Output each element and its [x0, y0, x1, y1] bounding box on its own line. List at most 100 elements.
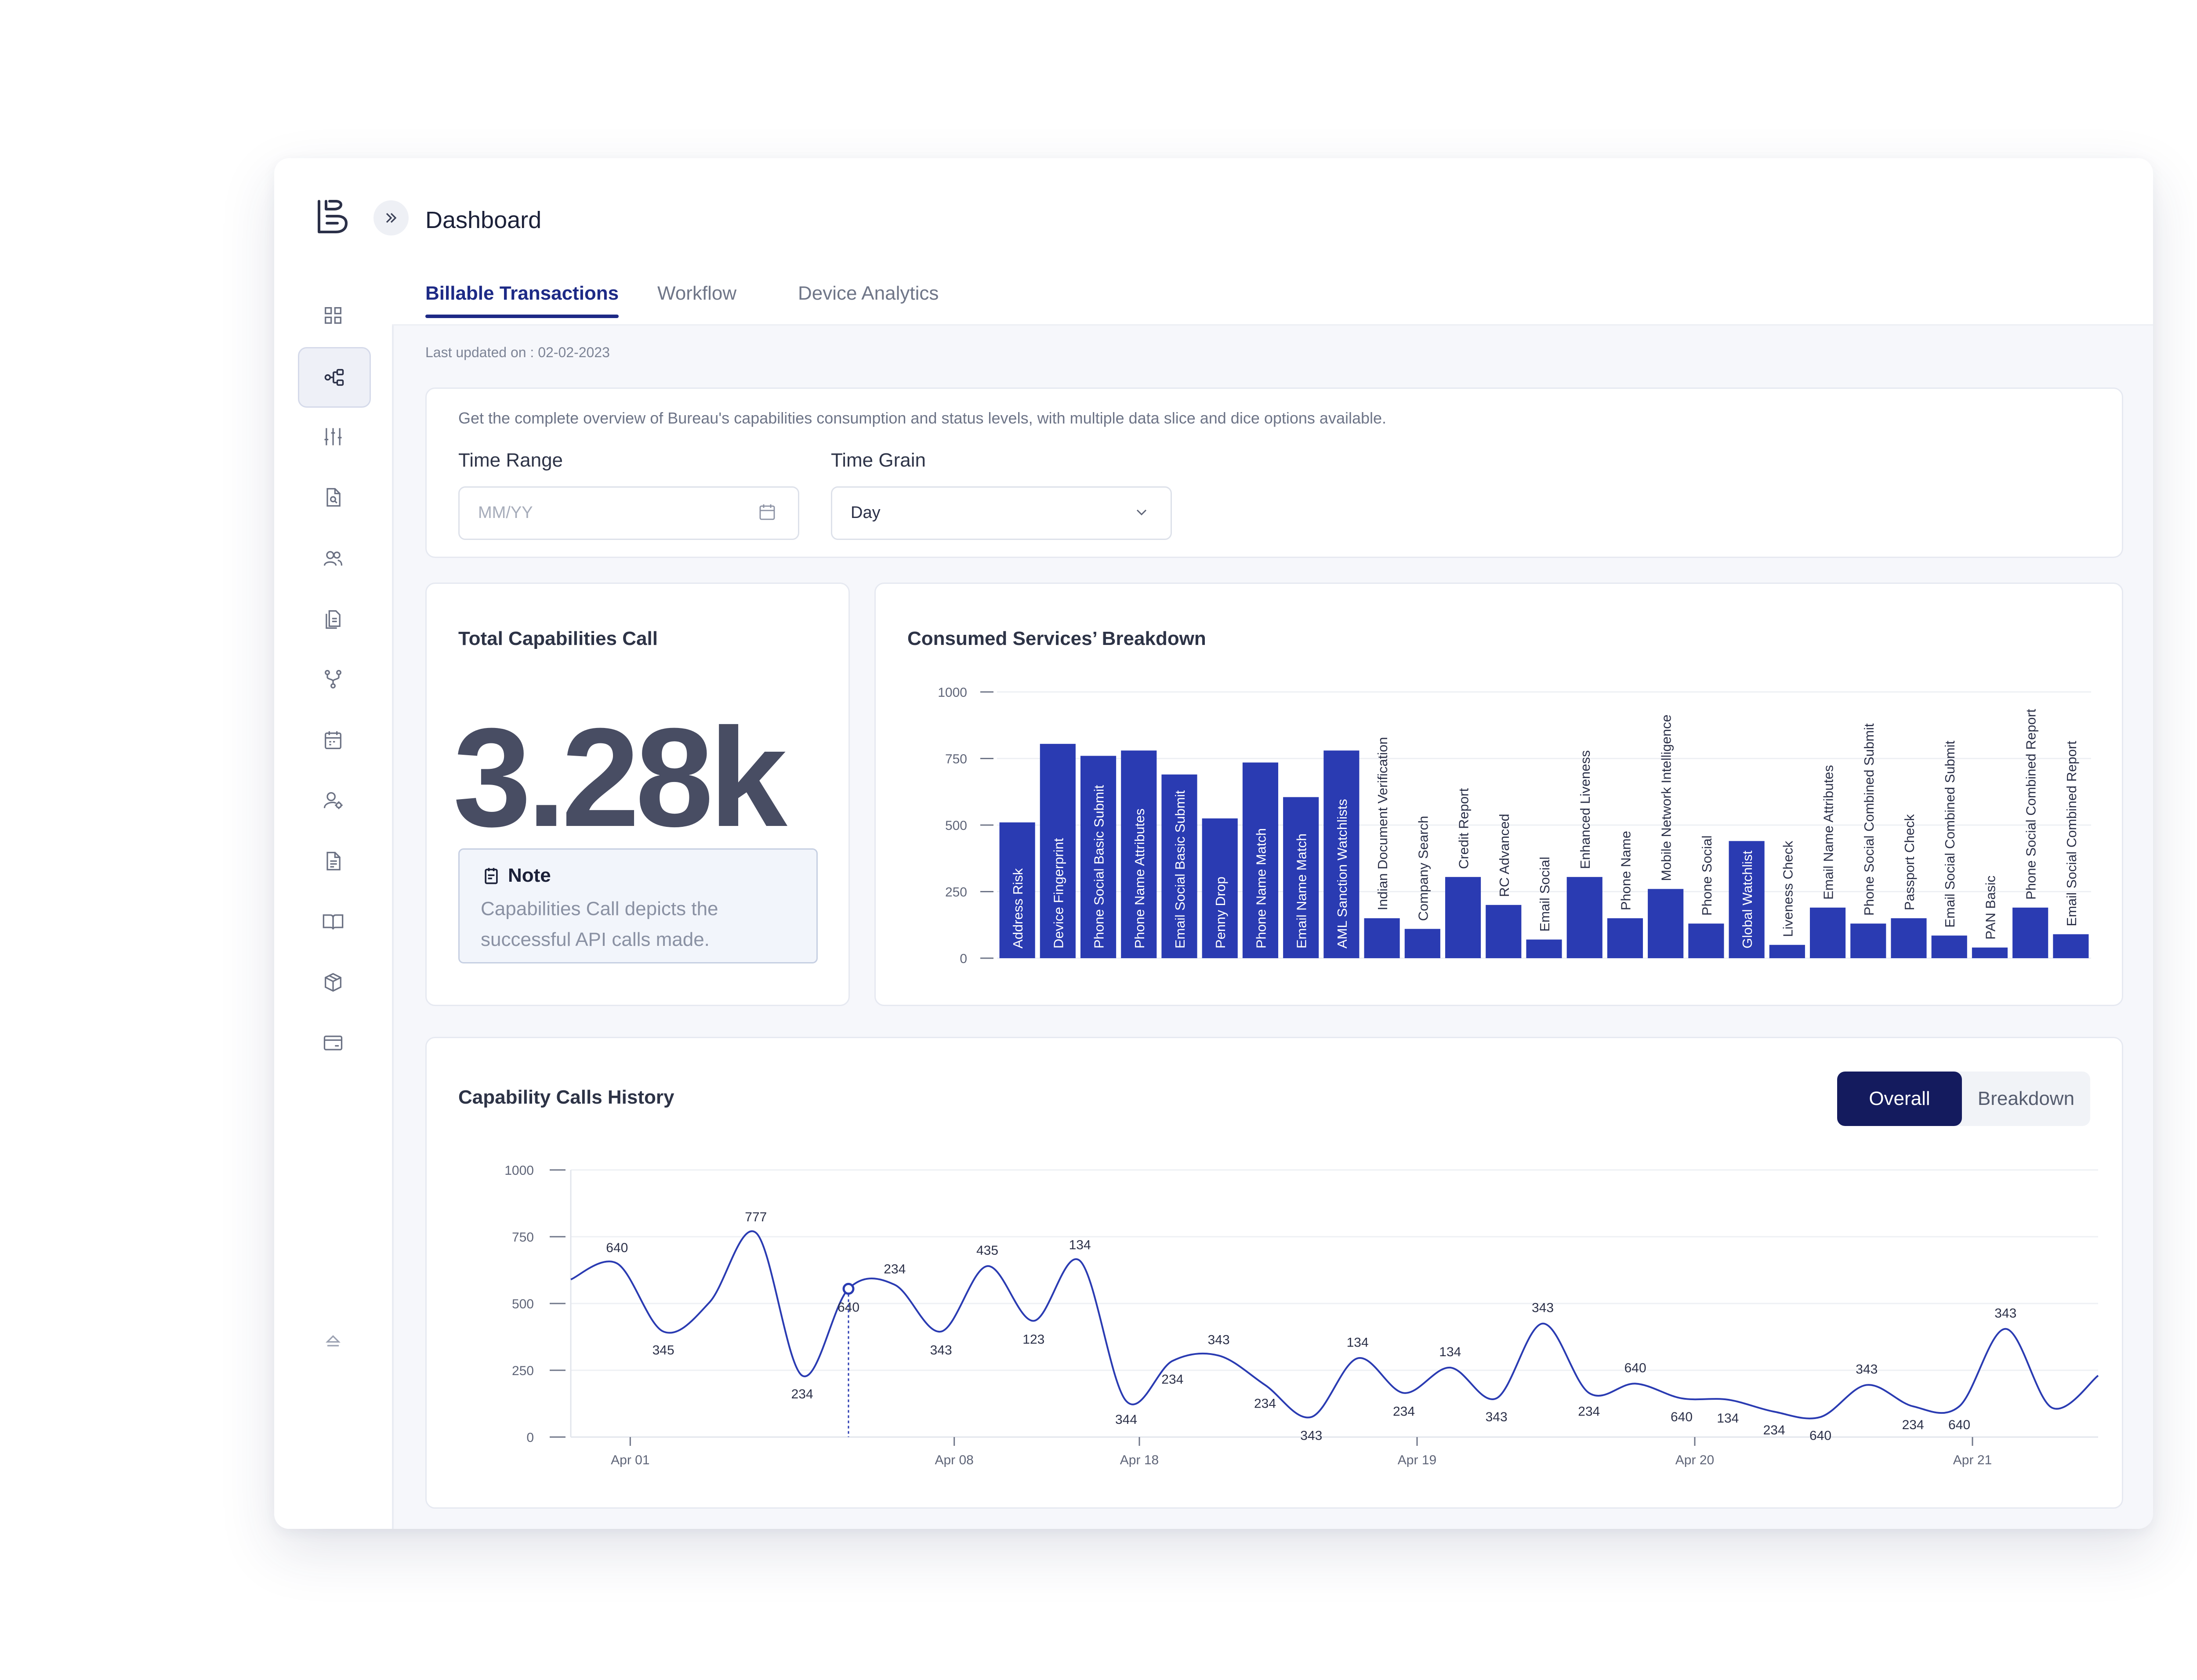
bar: [1040, 744, 1076, 958]
bar: [1850, 923, 1886, 958]
y-tick-label: 0: [526, 1430, 534, 1445]
tab-label: Device Analytics: [798, 282, 939, 304]
time-grain-select[interactable]: Day: [831, 486, 1172, 540]
x-tick-label: Apr 19: [1398, 1453, 1436, 1467]
bar: [1891, 918, 1927, 958]
tab-billable-transactions[interactable]: Billable Transactions: [425, 281, 619, 318]
bar-label: RC Advanced: [1497, 814, 1512, 897]
sidebar-item-documents[interactable]: [298, 590, 368, 648]
data-label: 343: [1532, 1301, 1554, 1315]
overview-description: Get the complete overview of Bureau's ca…: [458, 409, 1387, 427]
data-label: 343: [1486, 1410, 1508, 1424]
data-label: 234: [791, 1387, 813, 1401]
x-tick-label: Apr 01: [611, 1453, 649, 1467]
bar-label: Credit Report: [1456, 788, 1472, 869]
tab-workflow[interactable]: Workflow: [657, 281, 736, 306]
bar-label: Phone Social Combined Submit: [1861, 723, 1877, 916]
bar: [1931, 935, 1967, 958]
tab-device-analytics[interactable]: Device Analytics: [798, 281, 939, 306]
overall-toggle-button[interactable]: Overall: [1837, 1072, 1962, 1126]
app-window: Dashboard Billable Transactions Workflow…: [274, 158, 2153, 1529]
history-line-chart: 0 250 500 750 1000 640 345 777 234 640 234 343 435 12…: [504, 1163, 2099, 1467]
bar-label: Address Risk: [1010, 868, 1026, 949]
data-label: 234: [884, 1262, 906, 1276]
sidebar-item-file-search[interactable]: [298, 468, 368, 526]
sidebar-item-sliders[interactable]: [298, 408, 368, 466]
x-tick-label: Apr 21: [1953, 1453, 1992, 1467]
bar: [1972, 947, 2008, 958]
hover-point: [842, 1283, 855, 1295]
y-tick-label: 750: [945, 752, 967, 767]
data-label: 234: [1393, 1405, 1415, 1419]
data-label: 134: [1439, 1345, 1461, 1359]
active-tab-indicator: [425, 315, 619, 318]
bar: [1526, 939, 1562, 958]
sidebar-item-user-settings[interactable]: [298, 771, 368, 829]
sidebar-item-calendar[interactable]: [298, 711, 368, 769]
bar: [1648, 889, 1684, 958]
sidebar-item-book[interactable]: [298, 893, 368, 951]
sidebar-item-eject[interactable]: [298, 1311, 368, 1369]
tab-label: Billable Transactions: [425, 282, 619, 304]
x-tick-label: Apr 20: [1675, 1453, 1714, 1467]
collapse-sidebar-button[interactable]: [373, 200, 409, 235]
bar: [1202, 818, 1238, 958]
data-label: 234: [1578, 1405, 1600, 1419]
history-title: Capability Calls History: [458, 1086, 674, 1108]
total-calls-card: Total Capabilities Call 3.28k Note Capab…: [425, 583, 850, 1006]
bar: [2053, 934, 2089, 958]
bar-label: Passport Check: [1902, 814, 1917, 910]
logo: [316, 199, 350, 235]
sidebar-item-grid[interactable]: [298, 286, 368, 344]
data-label: 343: [1208, 1333, 1230, 1347]
data-label: 640: [1624, 1361, 1646, 1375]
note-box: Note Capabilities Call depicts the succe…: [458, 848, 818, 963]
bar: [1607, 918, 1643, 958]
data-label: 343: [1994, 1306, 2016, 1321]
data-label: 343: [930, 1343, 952, 1358]
y-tick-label: 250: [945, 885, 967, 900]
breakdown-toggle-button[interactable]: Breakdown: [1977, 1088, 2075, 1109]
time-range-label: Time Range: [458, 449, 563, 471]
sidebar-item-box[interactable]: [298, 953, 368, 1011]
data-label: 343: [1300, 1428, 1322, 1443]
bar-label: Email Social Basic Submit: [1172, 790, 1188, 949]
x-tick-label: Apr 18: [1120, 1453, 1159, 1467]
bar: [1121, 750, 1157, 958]
data-label: 134: [1069, 1238, 1091, 1253]
bar: [1769, 945, 1805, 958]
bar-label: Email Social: [1537, 857, 1552, 932]
sidebar-item-workflow[interactable]: [298, 347, 371, 408]
data-label: 234: [1902, 1418, 1924, 1432]
data-label: 134: [1717, 1411, 1739, 1426]
data-label: 123: [1022, 1332, 1044, 1347]
history-card: Capability Calls History Overall Breakdo…: [425, 1037, 2123, 1509]
bar-label: Email Social Combined Report: [2064, 741, 2079, 927]
filters-card: Get the complete overview of Bureau's ca…: [425, 387, 2123, 558]
bar: [1566, 877, 1602, 958]
bar: [1364, 918, 1400, 958]
y-tick-label: 750: [512, 1230, 534, 1245]
y-tick-label: 0: [960, 952, 967, 966]
series-line: [570, 1230, 2099, 1419]
sidebar-item-branch[interactable]: [298, 650, 368, 708]
breakdown-card: Consumed Services’ Breakdown 0 250 500 750 1…: [874, 583, 2123, 1006]
breakdown-title: Consumed Services’ Breakdown: [907, 628, 1206, 649]
data-label: 344: [1115, 1412, 1137, 1427]
last-updated-text: Last updated on : 02-02-2023: [425, 344, 610, 360]
time-grain-value: Day: [851, 503, 881, 522]
sidebar-item-users[interactable]: [298, 529, 368, 587]
time-range-input[interactable]: MM/YY: [458, 486, 799, 540]
bar-label: Company Search: [1415, 816, 1431, 921]
sidebar-item-card[interactable]: [298, 1014, 368, 1072]
sidebar-item-file[interactable]: [298, 832, 368, 890]
data-label: 234: [1763, 1423, 1785, 1437]
bar: [1080, 756, 1117, 958]
bar-label: Enhanced Liveness: [1577, 750, 1593, 869]
bar-label: Email Name Attributes: [1821, 765, 1836, 900]
note-title: Note: [508, 865, 551, 886]
page-title: Dashboard: [425, 207, 542, 233]
note-text: Capabilities Call depicts the successful…: [481, 898, 718, 950]
x-tick-label: Apr 08: [935, 1453, 973, 1467]
bar-label: Phone Name Match: [1253, 828, 1269, 949]
